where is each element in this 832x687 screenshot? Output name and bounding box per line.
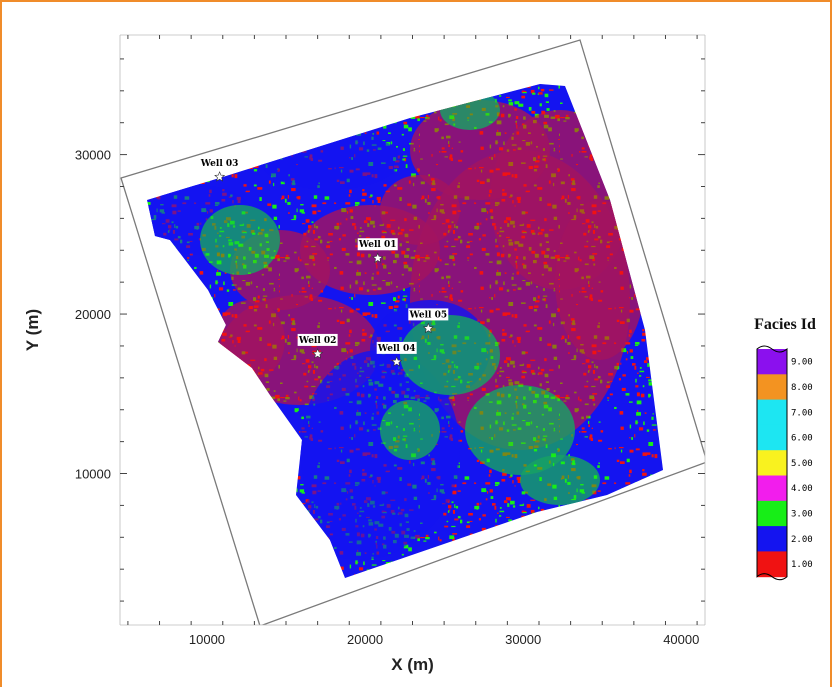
legend-bar-outline xyxy=(756,345,788,581)
x-tick-label: 40000 xyxy=(663,632,699,647)
model-grid-outline xyxy=(120,39,705,625)
x-tick-label: 30000 xyxy=(505,632,541,647)
legend-label: 7.00 xyxy=(791,408,813,418)
legend-labels: 9.00 8.00 7.00 6.00 5.00 4.00 3.00 2.00 1.00 xyxy=(791,358,813,570)
well-star-icon xyxy=(391,356,403,367)
well-label: Well 01 xyxy=(358,240,397,250)
legend-swatch xyxy=(757,399,787,426)
x-axis-ticks: 10000 20000 30000 40000 xyxy=(127,35,699,647)
well-marker: Well 05 xyxy=(408,308,449,334)
well-label-box xyxy=(357,238,398,251)
x-axis-title: X (m) xyxy=(391,655,434,674)
well-label: Well 03 xyxy=(200,159,239,169)
plot-area: 10000 20000 30000 40000 10000 20000 30000 Wel… xyxy=(75,34,706,647)
x-tick-label: 10000 xyxy=(189,632,225,647)
well-label-box xyxy=(376,341,417,354)
legend-swatch xyxy=(757,424,787,451)
legend-swatches xyxy=(756,345,788,581)
well-label: Well 02 xyxy=(298,336,337,346)
legend-label: 9.00 xyxy=(791,358,813,368)
well-marker: Well 03 xyxy=(199,156,240,182)
facies-texture-overlay xyxy=(147,84,663,578)
well-label: Well 05 xyxy=(409,310,448,320)
legend-title: Facies Id xyxy=(754,316,816,333)
well-marker: Well 04 xyxy=(376,341,417,367)
well-marker: Well 02 xyxy=(297,333,338,359)
legend-label: 4.00 xyxy=(791,484,813,494)
legend-swatch xyxy=(757,374,787,401)
well-label-box xyxy=(199,156,240,169)
y-tick-label: 30000 xyxy=(75,148,111,163)
legend-swatch xyxy=(757,475,787,502)
y-tick-label: 20000 xyxy=(75,307,111,322)
facies-regions xyxy=(147,84,663,578)
legend-label: 2.00 xyxy=(791,535,813,545)
legend-swatch xyxy=(757,500,787,527)
legend-label: 5.00 xyxy=(791,459,813,469)
well-star-icon xyxy=(214,171,226,182)
well-label: Well 04 xyxy=(377,344,416,354)
legend-label: 8.00 xyxy=(791,383,813,393)
legend-label: 6.00 xyxy=(791,434,813,444)
well-label-box xyxy=(297,333,338,346)
well-marker: Well 01 xyxy=(357,238,398,263)
well-label-box xyxy=(408,308,449,321)
legend-label: 1.00 xyxy=(791,560,813,570)
legend-swatch xyxy=(757,526,787,552)
legend-swatch xyxy=(757,349,787,375)
well-star-icon xyxy=(312,348,324,359)
x-tick-label: 20000 xyxy=(347,632,383,647)
legend-swatch xyxy=(757,450,787,476)
y-tick-label: 10000 xyxy=(75,467,111,482)
y-axis-ticks: 10000 20000 30000 xyxy=(75,58,705,602)
well-star-icon xyxy=(422,322,434,334)
well-star-icon xyxy=(372,252,384,263)
wells-layer: Well 03 Well 01 Well 05 Well 02 Well 04 xyxy=(199,156,449,367)
facies-field xyxy=(147,84,663,578)
legend-label: 3.00 xyxy=(791,509,813,519)
legend: Facies Id 9.00 8.00 7.00 6.00 5.00 4.00 3.00 2.… xyxy=(754,316,816,581)
y-axis-title: Y (m) xyxy=(23,309,42,351)
legend-swatch xyxy=(757,551,787,578)
